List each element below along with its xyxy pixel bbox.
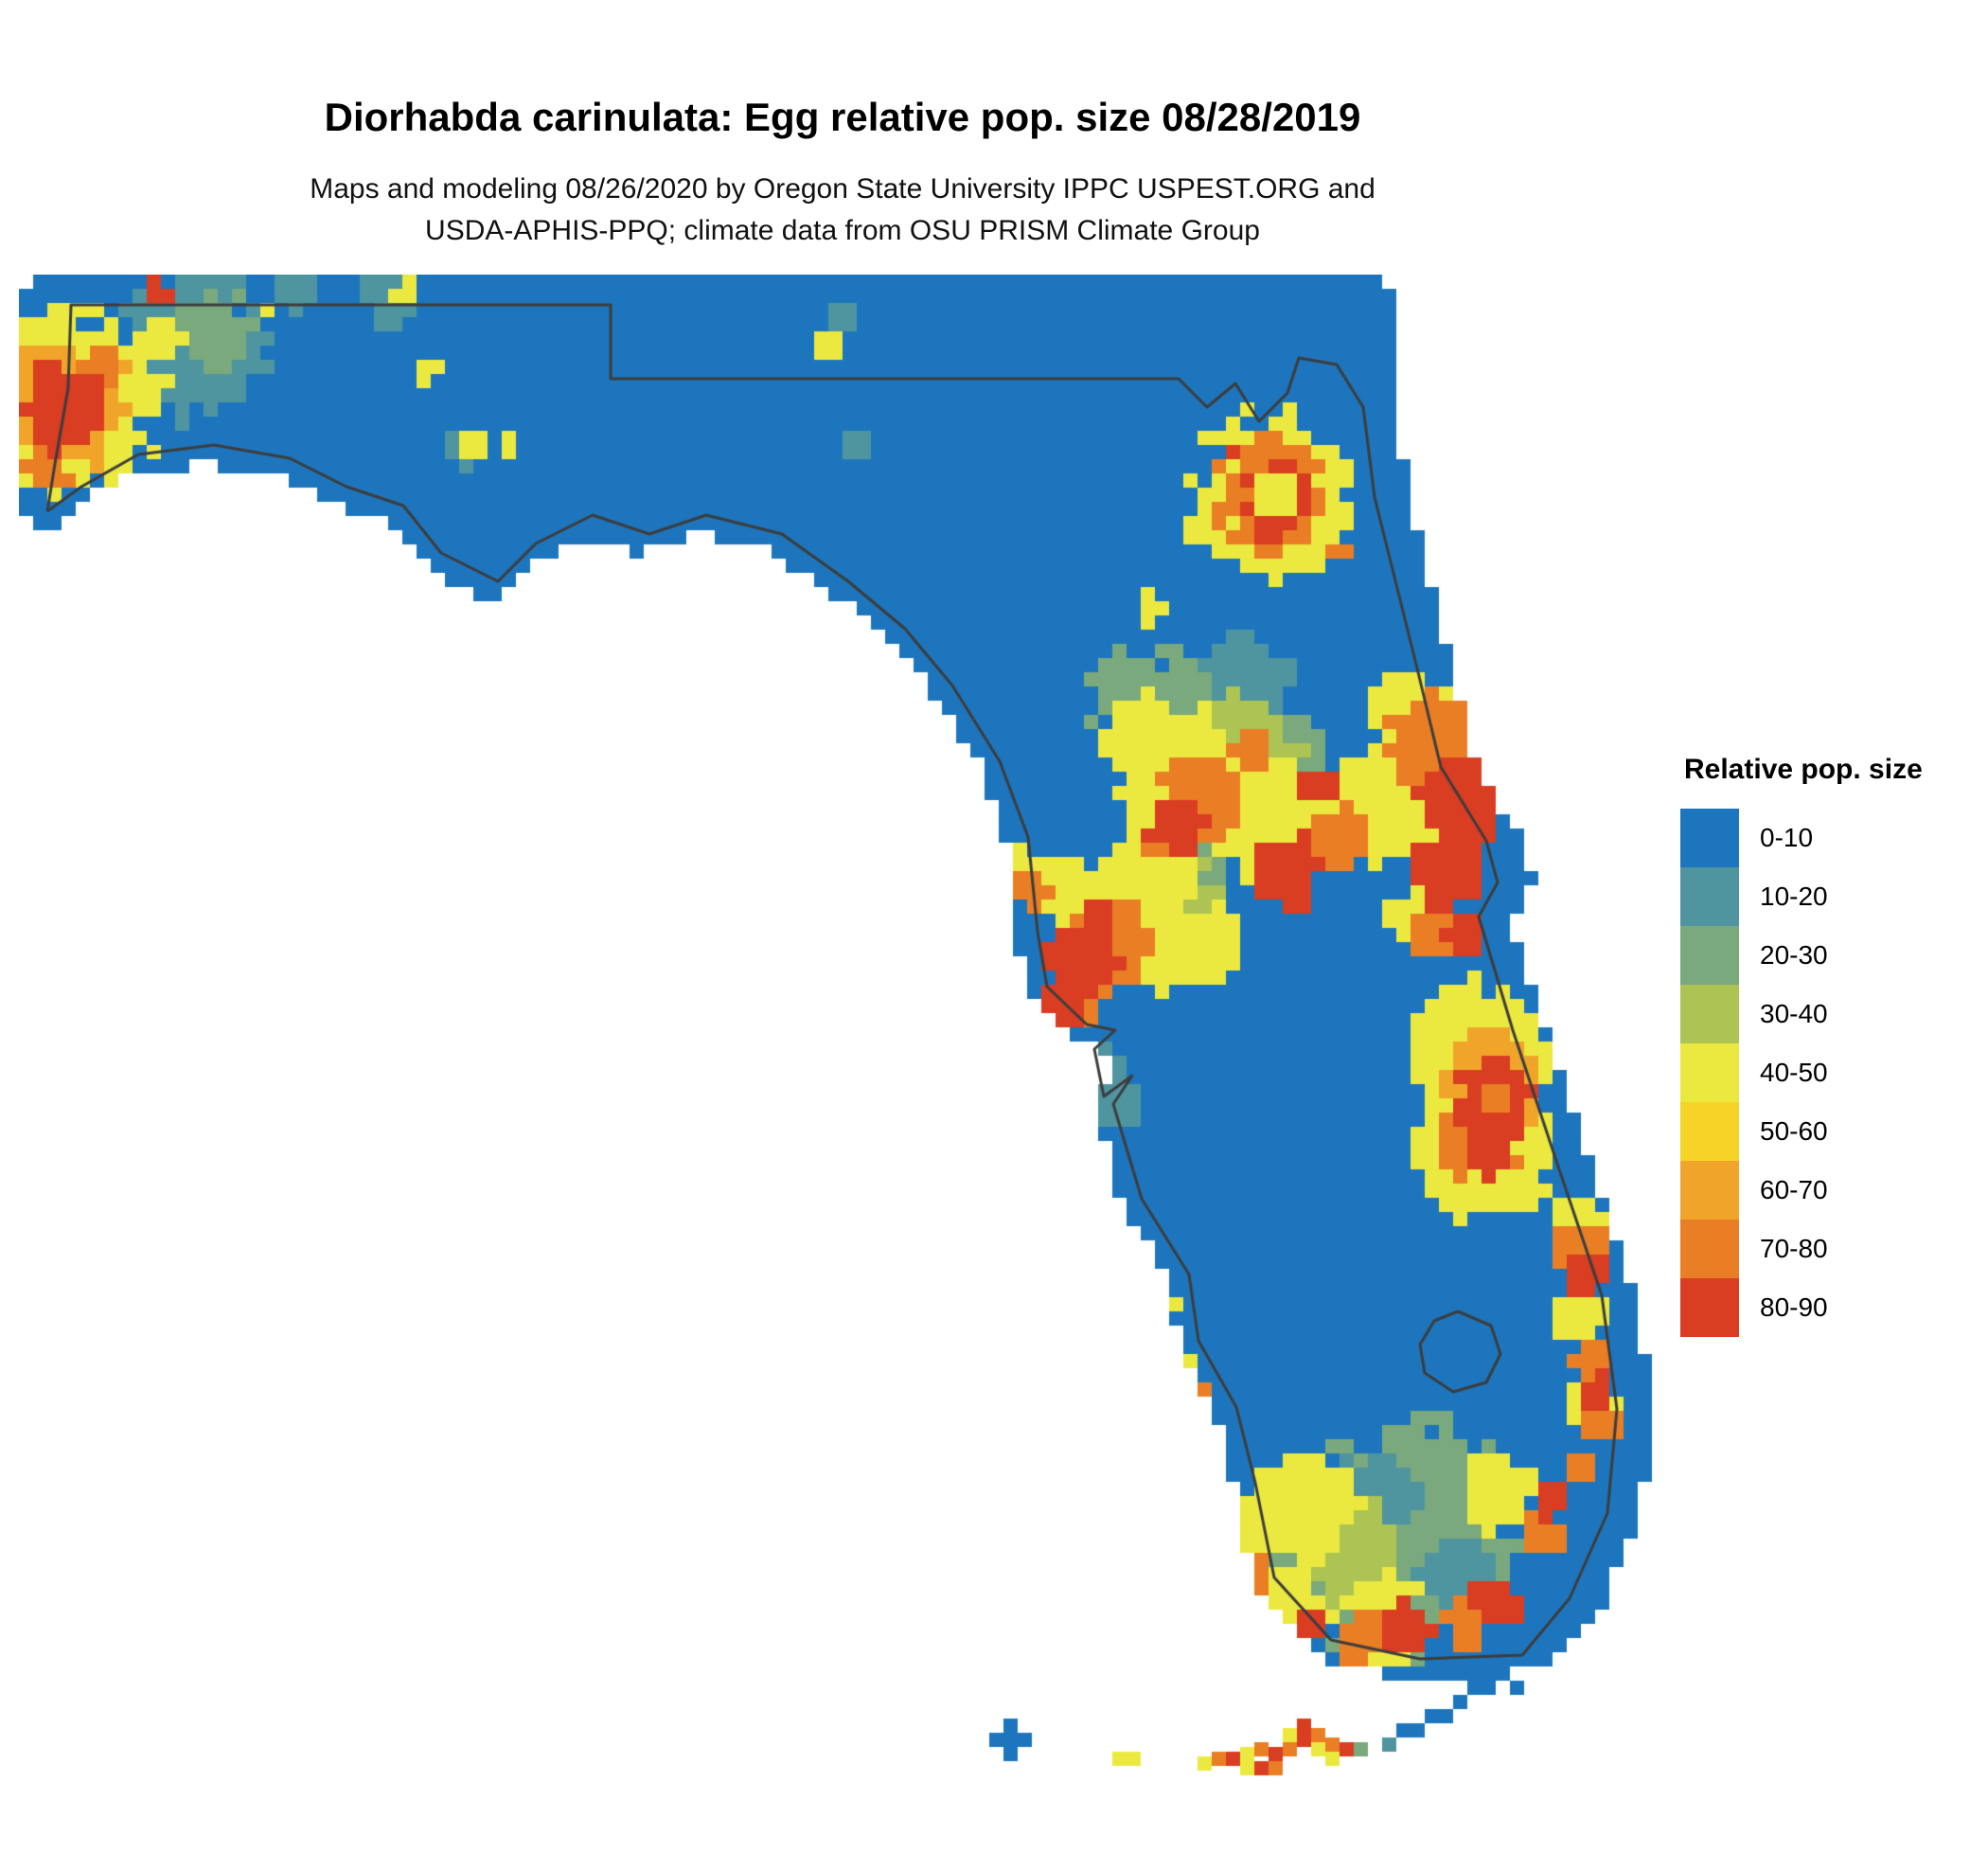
legend-item: 0-10 bbox=[1680, 809, 1983, 867]
legend-item: 10-20 bbox=[1680, 867, 1983, 926]
legend-item: 50-60 bbox=[1680, 1102, 1983, 1161]
legend-title: Relative pop. size bbox=[1684, 754, 1923, 785]
legend-label: 80-90 bbox=[1760, 1292, 1828, 1322]
subtitle-line-2: USDA-APHIS-PPQ; climate data from OSU PR… bbox=[425, 215, 1260, 246]
legend-label: 20-30 bbox=[1760, 940, 1828, 970]
legend-item: 80-90 bbox=[1680, 1278, 1983, 1337]
page-subtitle: Maps and modeling 08/26/2020 by Oregon S… bbox=[0, 169, 1685, 252]
legend-swatch bbox=[1680, 1102, 1739, 1161]
subtitle-line-1: Maps and modeling 08/26/2020 by Oregon S… bbox=[310, 173, 1376, 205]
legend-items: 0-10 10-20 20-30 30-40 40-50 50-60 60-70 70-80 8… bbox=[1680, 809, 1983, 1337]
legend-label: 70-80 bbox=[1760, 1234, 1828, 1263]
legend-swatch bbox=[1680, 1161, 1739, 1220]
legend-label: 10-20 bbox=[1760, 882, 1828, 911]
legend-label: 60-70 bbox=[1760, 1175, 1828, 1204]
legend-swatch bbox=[1680, 1278, 1739, 1337]
legend-label: 0-10 bbox=[1760, 823, 1814, 852]
legend-label: 50-60 bbox=[1760, 1116, 1828, 1146]
legend-swatch bbox=[1680, 809, 1739, 867]
legend: Relative pop. size 0-10 10-20 20-30 30-40 40… bbox=[1680, 754, 1983, 1337]
legend-swatch bbox=[1680, 867, 1739, 926]
legend-item: 70-80 bbox=[1680, 1220, 1983, 1278]
legend-swatch bbox=[1680, 1220, 1739, 1278]
legend-item: 40-50 bbox=[1680, 1043, 1983, 1102]
legend-label: 40-50 bbox=[1760, 1058, 1828, 1087]
legend-item: 30-40 bbox=[1680, 985, 1983, 1043]
legend-swatch bbox=[1680, 1043, 1739, 1102]
florida-raster-map bbox=[19, 275, 1666, 1837]
page-title: Diorhabda carinulata: Egg relative pop. … bbox=[324, 95, 1361, 139]
legend-label: 30-40 bbox=[1760, 999, 1828, 1028]
legend-item: 60-70 bbox=[1680, 1161, 1983, 1220]
legend-swatch bbox=[1680, 985, 1739, 1043]
legend-swatch bbox=[1680, 926, 1739, 985]
legend-item: 20-30 bbox=[1680, 926, 1983, 985]
